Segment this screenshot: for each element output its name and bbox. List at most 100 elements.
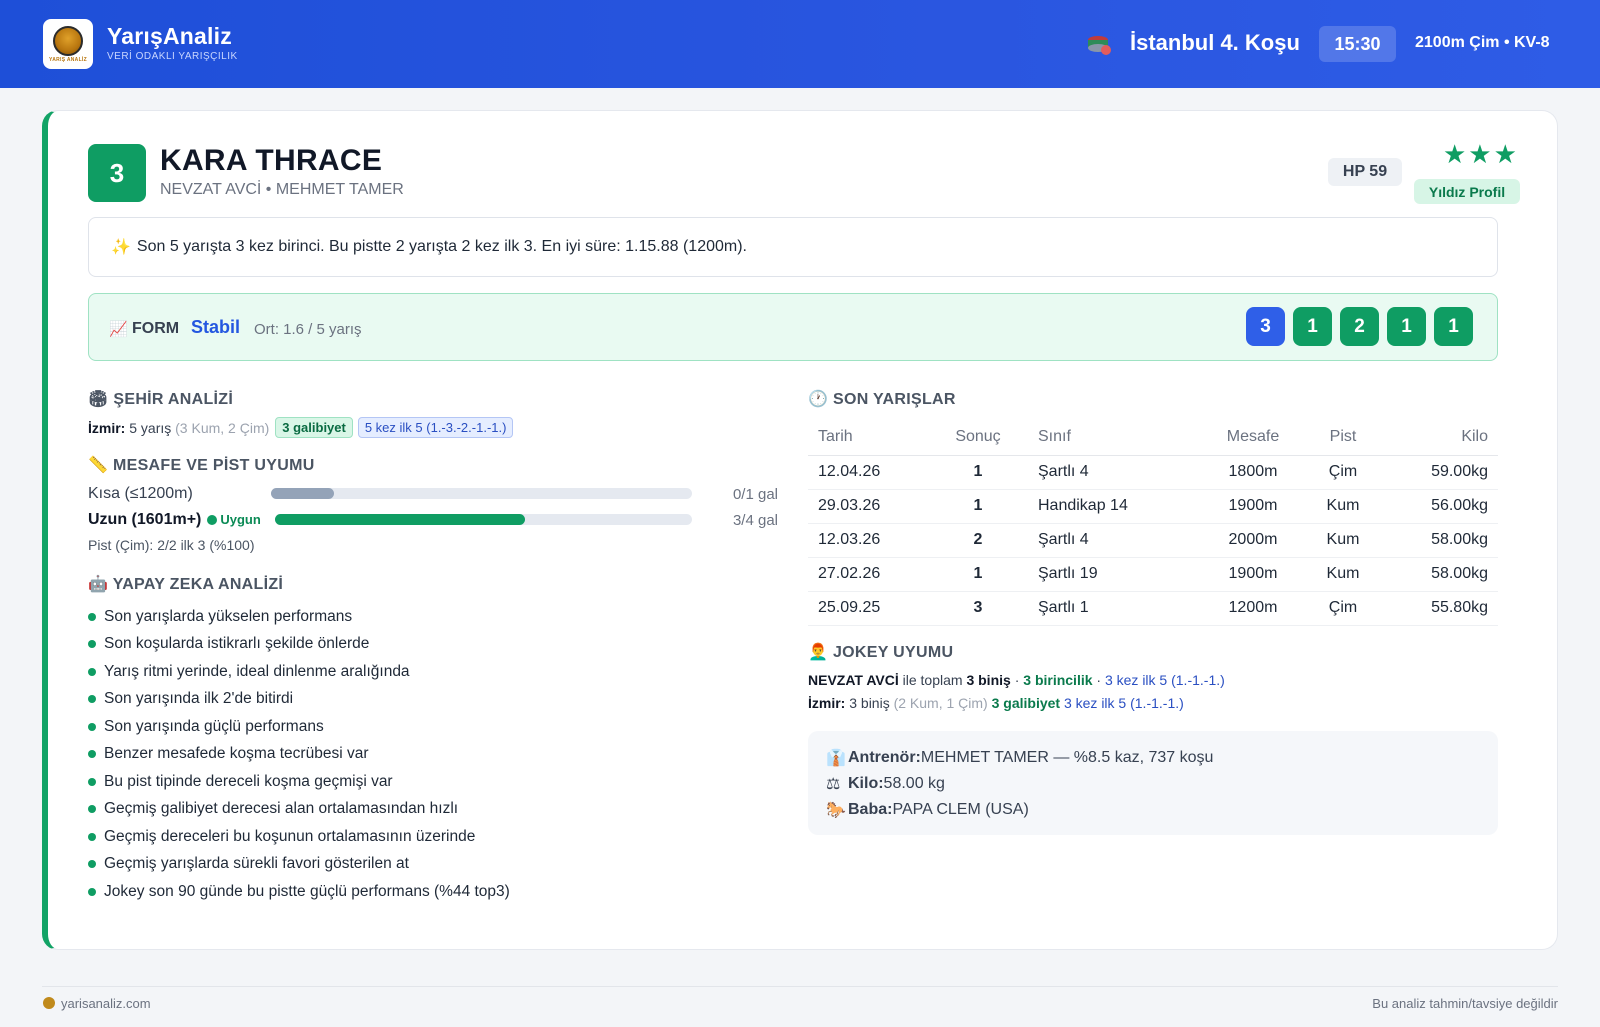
ai-analysis-item: Geçmiş galibiyet derecesi alan ortalamas… bbox=[88, 796, 510, 824]
summary-box: ✨ Son 5 yarışta 3 kez birinci. Bu pistte… bbox=[88, 217, 1498, 277]
distance-title: 📏 MESAFE VE PİST UYUMU bbox=[88, 457, 315, 474]
ai-analysis-item: Son yarışlarda yükselen performans bbox=[88, 603, 510, 631]
form-panel: 📈 FORM Stabil Ort: 1.6 / 5 yarış 3 1 2 1… bbox=[88, 293, 1498, 361]
race-track: Kum bbox=[1308, 523, 1378, 558]
fit-dot-icon bbox=[207, 515, 218, 525]
jockey-city-line: İzmir: 3 biniş (2 Kum, 1 Çim) 3 galibiye… bbox=[808, 695, 1184, 711]
logo-mini-text: YARIŞ ANALİZ bbox=[49, 56, 87, 63]
footer-disclaimer: Bu analiz tahmin/tavsiye değildir bbox=[1372, 996, 1558, 1011]
jockey-overall-line: NEVZAT AVCİ ile toplam 3 biniş · 3 birin… bbox=[808, 672, 1225, 688]
table-row[interactable]: 12.03.26 2 Şartlı 4 2000m Kum 58.00kg bbox=[808, 523, 1498, 558]
city-races: 5 yarış bbox=[129, 419, 172, 436]
sire-row: 🐎 Baba: PAPA CLEM (USA) bbox=[826, 801, 1029, 819]
race-result: 1 bbox=[928, 557, 1028, 592]
race-class: Şartlı 1 bbox=[1028, 591, 1198, 626]
recent-races-title: 🕐 SON YARIŞLAR bbox=[808, 391, 956, 408]
jockey-trainer: NEVZAT AVCİ • MEHMET TAMER bbox=[160, 181, 404, 198]
race-class: Şartlı 4 bbox=[1028, 455, 1198, 490]
race-result: 1 bbox=[928, 489, 1028, 524]
bullet-dot-icon bbox=[88, 612, 96, 621]
bullet-dot-icon bbox=[88, 805, 96, 814]
col-result: Sonuç bbox=[928, 419, 1028, 456]
ai-analysis-item: Benzer mesafede koşma tecrübesi var bbox=[88, 741, 510, 769]
race-distance: 1200m bbox=[1198, 591, 1308, 626]
bullet-dot-icon bbox=[88, 695, 96, 704]
race-date: 27.02.26 bbox=[808, 557, 928, 592]
form-result-chip: 3 bbox=[1246, 307, 1285, 346]
footer-divider bbox=[42, 986, 1558, 987]
city-detail: (3 Kum, 2 Çim) bbox=[175, 419, 270, 436]
ai-analysis-item: Son koşularda istikrarlı şekilde önlerde bbox=[88, 631, 510, 659]
ai-analysis-item: Geçmiş dereceleri bu koşunun ortalamasın… bbox=[88, 823, 510, 851]
bullet-dot-icon bbox=[88, 722, 96, 731]
horse-info-box: 👔 Antrenör: MEHMET TAMER — %8.5 kaz, 737 … bbox=[808, 731, 1498, 835]
robot-icon: 🤖 bbox=[88, 576, 109, 593]
jockey-city-label: İzmir: bbox=[808, 695, 846, 711]
race-weight: 58.00kg bbox=[1378, 557, 1498, 592]
race-meta: 2100m Çim • KV-8 bbox=[1415, 34, 1550, 51]
table-row[interactable]: 27.02.26 1 Şartlı 19 1900m Kum 58.00kg bbox=[808, 557, 1498, 592]
city-wins-tag: 3 galibiyet bbox=[275, 417, 353, 438]
jockey-top5: 3 kez ilk 5 (1.-1.-1.) bbox=[1104, 672, 1225, 688]
ai-analysis-item: Geçmiş yarışlarda sürekli favori gösteri… bbox=[88, 851, 510, 879]
race-title: İstanbul 4. Koşu bbox=[1130, 30, 1300, 55]
brand-tagline: VERİ ODAKLI YARIŞÇILIK bbox=[107, 51, 238, 62]
table-row[interactable]: 25.09.25 3 Şartlı 1 1200m Çim 55.80kg bbox=[808, 591, 1498, 626]
hp-badge: HP 59 bbox=[1328, 158, 1402, 186]
weight-row: ⚖ Kilo: 58.00 kg bbox=[826, 775, 945, 793]
distance-short-bar bbox=[271, 488, 692, 499]
race-date: 12.04.26 bbox=[808, 455, 928, 490]
race-class: Handikap 14 bbox=[1028, 489, 1198, 524]
ai-analysis-item: Son yarışında güçlü performans bbox=[88, 713, 510, 741]
chart-icon: 📈 bbox=[109, 321, 128, 338]
sparkle-icon: ✨ bbox=[111, 239, 131, 256]
footer-site[interactable]: yarisanaliz.com bbox=[43, 996, 151, 1011]
form-results: 3 1 2 1 1 bbox=[1246, 307, 1473, 346]
form-label: FORM bbox=[132, 320, 180, 337]
form-result-chip: 1 bbox=[1387, 307, 1426, 346]
distance-long-value: 3/4 gal bbox=[732, 512, 778, 529]
col-distance: Mesafe bbox=[1198, 419, 1308, 456]
distance-long-row: Uzun (1601m+) Uygun bbox=[88, 511, 261, 529]
brand-logo[interactable]: YARIŞ ANALİZ bbox=[43, 19, 93, 69]
bullet-dot-icon bbox=[88, 750, 96, 759]
race-track: Çim bbox=[1308, 455, 1378, 490]
race-date: 25.09.25 bbox=[808, 591, 928, 626]
stadium-icon: 🏟 bbox=[88, 391, 109, 408]
race-date: 29.03.26 bbox=[808, 489, 928, 524]
race-time: 15:30 bbox=[1319, 26, 1396, 62]
distance-long-fill bbox=[275, 514, 526, 525]
race-weight: 56.00kg bbox=[1378, 489, 1498, 524]
form-result-chip: 2 bbox=[1340, 307, 1379, 346]
race-date: 12.03.26 bbox=[808, 523, 928, 558]
col-track: Pist bbox=[1308, 419, 1378, 456]
jockey-name: NEVZAT AVCİ bbox=[808, 672, 899, 688]
table-header-row: Tarih Sonuç Sınıf Mesafe Pist Kilo bbox=[808, 419, 1498, 456]
scale-icon: ⚖ bbox=[826, 776, 841, 793]
jockey-fit-title: 👨‍🦰 JOKEY UYUMU bbox=[808, 644, 954, 661]
race-result: 1 bbox=[928, 455, 1028, 490]
horse-icon: 🐎 bbox=[826, 802, 846, 819]
race-track: Kum bbox=[1308, 489, 1378, 524]
clock-icon: 🕐 bbox=[808, 391, 829, 408]
col-class: Sınıf bbox=[1028, 419, 1198, 456]
ruler-icon: 📏 bbox=[88, 457, 109, 474]
table-row[interactable]: 29.03.26 1 Handikap 14 1900m Kum 56.00kg bbox=[808, 489, 1498, 524]
race-track: Kum bbox=[1308, 557, 1378, 592]
race-class: Şartlı 19 bbox=[1028, 557, 1198, 592]
fit-badge: Uygun bbox=[220, 512, 261, 527]
ai-analysis-item: Bu pist tipinde dereceli koşma geçmişi v… bbox=[88, 768, 510, 796]
horse-name: KARA THRACE bbox=[160, 144, 383, 177]
recent-races-table: Tarih Sonuç Sınıf Mesafe Pist Kilo 12.04… bbox=[808, 419, 1498, 626]
tie-icon: 👔 bbox=[826, 750, 846, 767]
city-label: İzmir: bbox=[88, 419, 126, 436]
table-row[interactable]: 12.04.26 1 Şartlı 4 1800m Çim 59.00kg bbox=[808, 455, 1498, 490]
horse-logo-icon bbox=[53, 25, 83, 56]
race-track: Çim bbox=[1308, 591, 1378, 626]
form-average: Ort: 1.6 / 5 yarış bbox=[254, 321, 362, 338]
trainer-row: 👔 Antrenör: MEHMET TAMER — %8.5 kaz, 737 … bbox=[826, 749, 1214, 767]
race-distance: 1900m bbox=[1198, 489, 1308, 524]
distance-long-bar bbox=[275, 514, 692, 525]
form-result-chip: 1 bbox=[1293, 307, 1332, 346]
ai-analysis-list: Son yarışlarda yükselen performans Son ko… bbox=[88, 603, 510, 906]
